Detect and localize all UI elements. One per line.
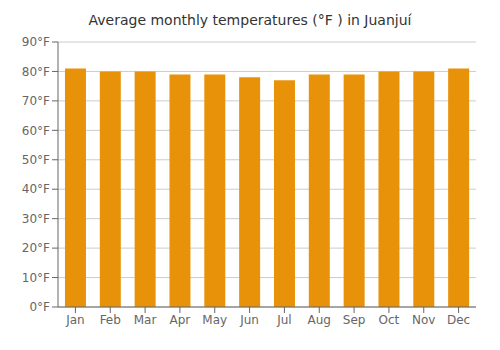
svg-text:Jan: Jan (65, 313, 85, 327)
svg-text:Jul: Jul (276, 313, 291, 327)
svg-text:80°F: 80°F (22, 65, 50, 79)
svg-text:40°F: 40°F (22, 182, 50, 196)
svg-text:70°F: 70°F (22, 94, 50, 108)
svg-text:Apr: Apr (170, 313, 191, 327)
svg-text:Oct: Oct (379, 313, 400, 327)
svg-text:60°F: 60°F (22, 124, 50, 138)
svg-text:10°F: 10°F (22, 271, 50, 285)
svg-text:Nov: Nov (412, 313, 435, 327)
svg-text:Aug: Aug (308, 313, 331, 327)
svg-text:Mar: Mar (134, 313, 157, 327)
svg-text:20°F: 20°F (22, 241, 50, 255)
svg-text:50°F: 50°F (22, 153, 50, 167)
svg-text:30°F: 30°F (22, 212, 50, 226)
svg-text:90°F: 90°F (22, 35, 50, 49)
html-text:Average monthly temperatures (: Average monthly temperatures (°F ) in Ju… (88, 12, 412, 28)
svg-text:May: May (202, 313, 227, 327)
svg-text:Feb: Feb (100, 313, 121, 327)
svg-text:Sep: Sep (343, 313, 366, 327)
svg-text:Jun: Jun (239, 313, 259, 327)
svg-text:0°F: 0°F (29, 300, 50, 314)
svg-text:Dec: Dec (447, 313, 470, 327)
